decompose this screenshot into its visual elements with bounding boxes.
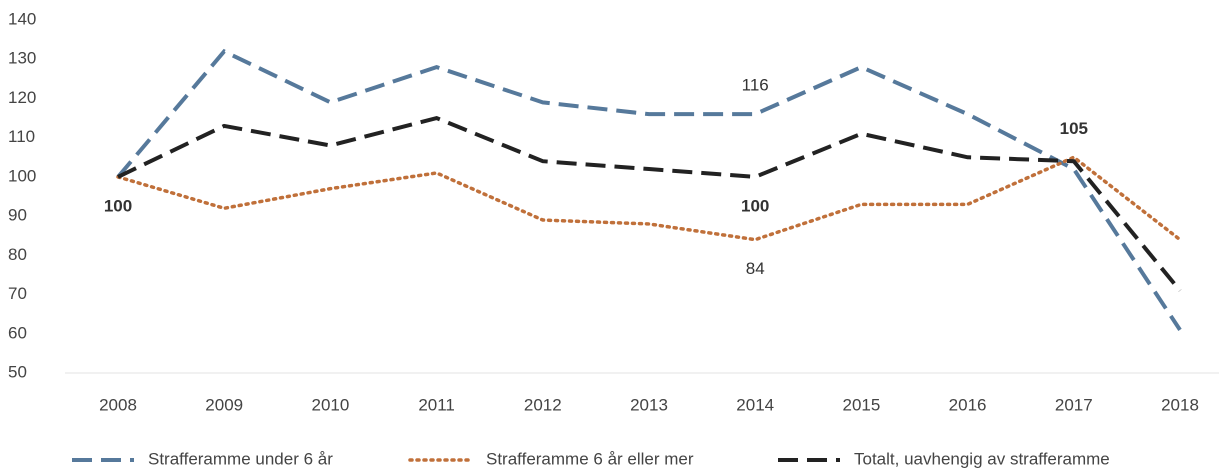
annotation: 100: [741, 196, 769, 215]
y-tick-label: 70: [8, 284, 27, 303]
annotation: 105: [1060, 119, 1088, 138]
y-tick-label: 120: [8, 88, 36, 107]
y-tick-label: 60: [8, 323, 27, 342]
x-tick-label: 2009: [205, 395, 243, 414]
x-tick-label: 2011: [418, 395, 455, 414]
x-tick-label: 2010: [311, 395, 349, 414]
y-tick-label: 110: [8, 127, 35, 146]
series-line: [117, 115, 1182, 292]
series-line: [116, 155, 1182, 242]
annotation: 84: [746, 259, 765, 278]
x-tick-label: 2013: [630, 395, 668, 414]
y-tick-label: 100: [8, 166, 36, 185]
x-tick-label: 2012: [524, 395, 562, 414]
series-line: [116, 48, 1182, 331]
annotation: 100: [104, 196, 132, 215]
y-tick-label: 80: [8, 245, 27, 264]
annotation: 116: [742, 76, 769, 95]
y-tick-label: 90: [8, 206, 27, 225]
x-tick-label: 2017: [1055, 395, 1093, 414]
legend-label: Strafferamme 6 år eller mer: [486, 449, 694, 468]
y-tick-label: 50: [8, 362, 27, 381]
x-tick-label: 2014: [736, 395, 774, 414]
x-tick-label: 2008: [99, 395, 137, 414]
x-tick-label: 2015: [842, 395, 880, 414]
x-tick-label: 2016: [949, 395, 987, 414]
legend-label: Totalt, uavhengig av strafferamme: [854, 449, 1110, 468]
legend-label: Strafferamme under 6 år: [148, 449, 333, 468]
x-tick-label: 2018: [1161, 395, 1199, 414]
y-tick-label: 140: [8, 9, 36, 28]
y-tick-label: 130: [8, 49, 36, 68]
